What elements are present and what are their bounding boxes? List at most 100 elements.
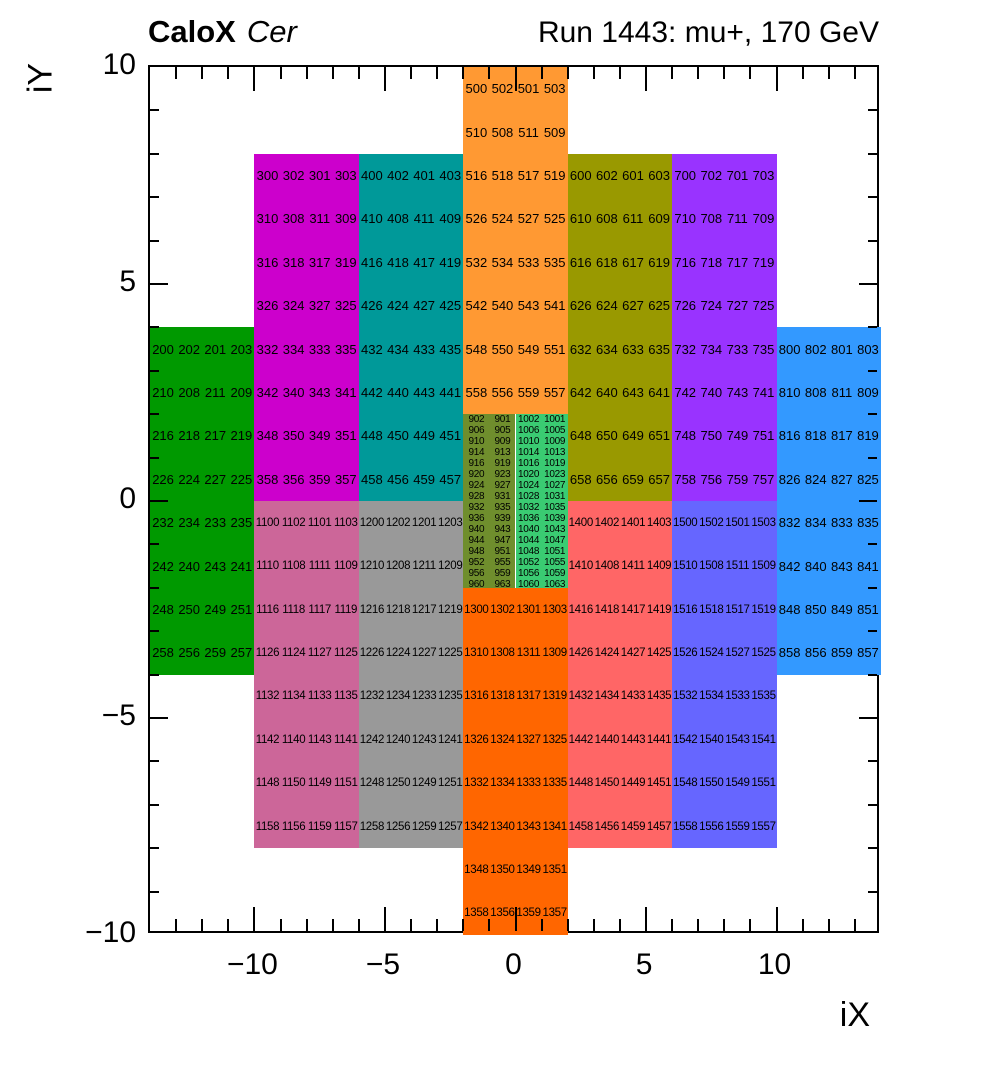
channel-cell: 225 <box>230 471 253 487</box>
channel-cell: 1325 <box>542 733 567 746</box>
channel-cell: 809 <box>857 385 879 400</box>
channel-cell: 440 <box>387 385 409 401</box>
channel-cell: 1540 <box>699 733 724 746</box>
channel-cell: 334 <box>282 341 305 357</box>
module-1300-darkorange: 1300 1302 1301 1303 1310 1308 1311 1309 1316 1318… <box>463 587 568 935</box>
minor-tick-x <box>305 919 308 931</box>
channel-row: 1526 1524 1527 1525 <box>672 631 776 674</box>
channel-cell: 1249 <box>411 777 437 790</box>
channel-cell: 357 <box>334 471 357 487</box>
minor-tick-x <box>827 67 830 79</box>
channel-cell: 302 <box>282 168 305 183</box>
channel-row: 1542 1540 1543 1541 <box>672 718 776 761</box>
channel-cell: 1340 <box>490 820 515 833</box>
channel-cell: 1027 <box>544 480 566 492</box>
channel-row: 558 556 559 557 <box>463 371 567 414</box>
channel-cell: 626 <box>569 298 592 314</box>
channel-row: 1132 1134 1133 1135 <box>254 675 358 718</box>
channel-cell: 401 <box>413 168 435 183</box>
channel-cell: 734 <box>700 341 723 357</box>
channel-row: 1110 1108 1111 1109 <box>254 544 358 587</box>
channel-cell: 1124 <box>281 646 306 659</box>
channel-cell: 1035 <box>544 502 566 514</box>
channel-cell: 1119 <box>334 603 358 616</box>
channel-cell: 1403 <box>646 516 672 529</box>
channel-cell: 951 <box>494 546 511 558</box>
channel-cell: 442 <box>361 385 383 401</box>
channel-cell: 500 <box>465 81 488 97</box>
channel-cell: 1006 <box>518 425 540 437</box>
channel-cell: 333 <box>308 341 331 357</box>
channel-row: 610 608 611 609 <box>568 197 672 240</box>
minor-tick-x <box>279 919 282 931</box>
channel-cell: 1426 <box>568 646 594 659</box>
channel-row: 500 502 501 503 <box>463 67 567 110</box>
channel-row: 748 750 749 751 <box>672 414 776 457</box>
channel-cell: 240 <box>178 558 201 574</box>
channel-cell: 935 <box>494 502 511 514</box>
channel-row: 716 718 717 719 <box>672 241 776 284</box>
channel-cell: 1535 <box>751 690 776 703</box>
major-tick-x <box>253 67 256 91</box>
channel-cell: 1151 <box>334 777 358 790</box>
channel-cell: 648 <box>569 428 592 444</box>
channel-cell: 533 <box>517 254 540 270</box>
minor-tick-x <box>331 919 334 931</box>
channel-row: 648 650 649 651 <box>568 414 672 457</box>
channel-cell: 601 <box>622 168 644 183</box>
channel-cell: 325 <box>334 298 357 314</box>
channel-cell: 1235 <box>438 690 463 703</box>
channel-row: 1426 1424 1427 1425 <box>568 631 672 674</box>
channel-cell: 1532 <box>673 690 698 703</box>
minor-tick-y <box>150 369 159 372</box>
channel-cell: 919 <box>494 458 511 470</box>
channel-cell: 1126 <box>255 646 280 659</box>
y-tick-label: 5 <box>119 265 136 298</box>
channel-cell: 1558 <box>673 820 698 833</box>
channel-cell: 826 <box>778 471 801 487</box>
channel-cell: 1219 <box>438 603 463 616</box>
channel-cell: 1032 <box>518 502 540 514</box>
channel-cell: 311 <box>309 211 331 227</box>
channel-cell: 756 <box>700 471 723 487</box>
channel-cell: 432 <box>361 341 383 357</box>
channel-cell: 1208 <box>385 560 411 573</box>
minor-tick-y <box>150 847 159 850</box>
x-axis-title: iX <box>839 996 870 1034</box>
channel-cell: 1526 <box>673 646 698 659</box>
channel-cell: 248 <box>152 602 174 618</box>
channel-row: 1242 1240 1243 1241 <box>359 718 463 761</box>
channel-row: 432 434 433 435 <box>359 327 463 370</box>
channel-row: 1326 1324 1327 1325 <box>463 718 567 761</box>
channel-row: 458 456 459 457 <box>359 458 463 501</box>
channel-cell: 650 <box>596 428 618 444</box>
channel-cell: 1349 <box>516 863 541 876</box>
channel-cell: 503 <box>543 81 566 97</box>
module-400-teal: 400 402 401 403 410 408 411 409 416 418 417 419 426 4… <box>358 153 464 501</box>
channel-cell: 224 <box>178 471 201 487</box>
channel-row: 710 708 711 709 <box>672 197 776 240</box>
channel-cell: 939 <box>494 513 511 525</box>
channel-cell: 1127 <box>307 646 332 659</box>
channel-cell: 227 <box>204 471 227 487</box>
channel-row: 426 424 427 425 <box>359 284 463 327</box>
major-tick-y <box>859 283 877 285</box>
channel-row: 1158 1156 1159 1157 <box>254 805 358 848</box>
channel-cell: 1556 <box>699 820 724 833</box>
channel-cell: 1209 <box>438 560 463 573</box>
channel-cell: 1456 <box>594 820 620 833</box>
minor-tick-x <box>671 919 674 931</box>
channel-cell: 1425 <box>646 646 672 659</box>
block-rows: 400 402 401 403 410 408 411 409 416 418 417 419 426 4… <box>359 154 463 501</box>
minor-tick-x <box>749 67 752 79</box>
channel-cell: 616 <box>569 254 592 270</box>
channel-cell: 1458 <box>568 820 594 833</box>
channel-cell: 448 <box>361 428 383 444</box>
channel-cell: 218 <box>178 428 201 444</box>
channel-cell: 234 <box>178 515 201 531</box>
channel-cell: 459 <box>413 471 435 487</box>
channel-cell: 632 <box>569 341 592 357</box>
channel-cell: 1060 <box>518 579 540 591</box>
channel-cell: 203 <box>230 341 253 357</box>
